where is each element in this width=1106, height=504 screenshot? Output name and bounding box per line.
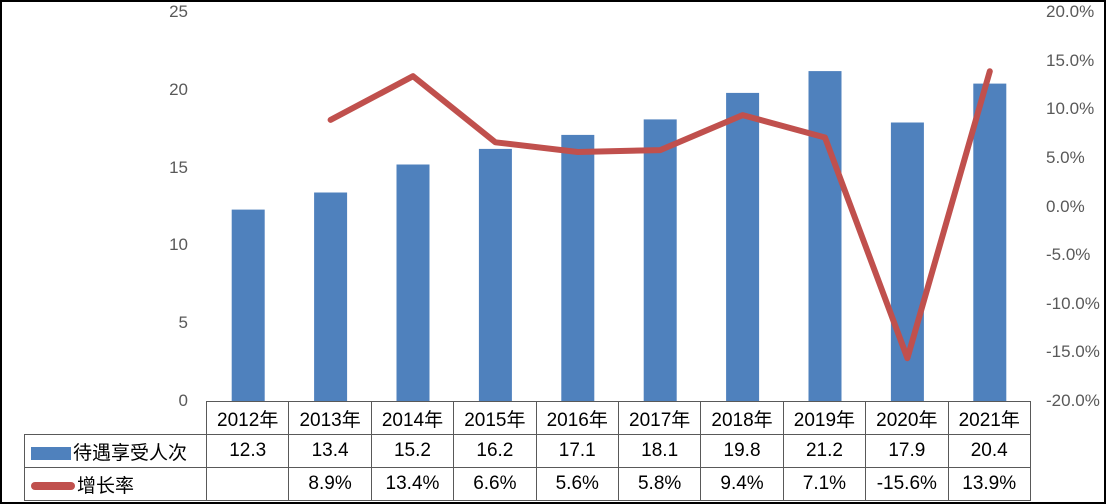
bar-2013年 bbox=[314, 192, 348, 402]
table-corner bbox=[25, 402, 207, 435]
growth-rate-line bbox=[327, 68, 993, 362]
table-value-cell: 15.2 bbox=[370, 434, 455, 468]
table-value-cell: 5.8% bbox=[617, 467, 702, 501]
table-value-cell: 17.9 bbox=[865, 434, 949, 468]
table-header-cell: 2017年 bbox=[617, 401, 702, 435]
table-value-cell: 8.9% bbox=[288, 467, 372, 501]
left-axis-tick: 0 bbox=[178, 391, 188, 410]
table-header-cell: 2013年 bbox=[288, 401, 372, 435]
table-header-cell: 2012年 bbox=[205, 401, 290, 435]
table-header-cell: 2015年 bbox=[453, 401, 537, 435]
table-header-cell: 2021年 bbox=[947, 401, 1031, 435]
table-value-cell: 19.8 bbox=[700, 434, 784, 468]
series-label: 增长率 bbox=[77, 475, 135, 497]
bar-2015年 bbox=[478, 148, 512, 402]
bar-2018年 bbox=[726, 92, 760, 403]
line-series-key-icon bbox=[31, 482, 75, 491]
table-value-cell: 13.4% bbox=[370, 467, 455, 501]
table-value-cell: 21.2 bbox=[782, 434, 867, 468]
bar-2016年 bbox=[561, 134, 595, 402]
table-value-cell: 7.1% bbox=[782, 467, 867, 501]
table-value-cell: 16.2 bbox=[453, 434, 537, 468]
table-value-cell: 20.4 bbox=[947, 434, 1031, 468]
table-header-cell: 2018年 bbox=[700, 401, 784, 435]
table-header-cell: 2016年 bbox=[535, 401, 619, 435]
table-value-cell: -15.6% bbox=[865, 467, 949, 501]
bar-2012年 bbox=[231, 209, 265, 402]
right-axis-tick: -15.0% bbox=[1046, 342, 1100, 361]
right-axis-tick: 15.0% bbox=[1046, 51, 1095, 70]
left-axis-tick: 10 bbox=[169, 235, 188, 254]
legend-cell-bar: 待遇享受人次 bbox=[24, 434, 207, 468]
left-axis-tick: 5 bbox=[178, 313, 188, 332]
bar-2017年 bbox=[643, 119, 677, 403]
table-value-cell bbox=[205, 467, 290, 501]
bar-series-key-icon bbox=[31, 446, 71, 460]
chart-data-table: 2012年 2013年 2014年 2015年 2016年 2017年 2018年 2019年… bbox=[24, 401, 1031, 501]
right-axis-tick: 10.0% bbox=[1046, 99, 1095, 118]
right-axis-tick: 5.0% bbox=[1046, 148, 1085, 167]
bar-2019年 bbox=[808, 71, 842, 402]
series-label: 待遇享受人次 bbox=[73, 442, 188, 464]
left-axis-tick: 25 bbox=[169, 2, 188, 21]
left-axis-tick: 15 bbox=[169, 158, 188, 177]
legend-cell-line: 增长率 bbox=[24, 467, 207, 501]
table-value-cell: 6.6% bbox=[453, 467, 537, 501]
right-axis-tick: 0.0% bbox=[1046, 197, 1085, 216]
table-header-cell: 2019年 bbox=[782, 401, 867, 435]
table-header-cell: 2020年 bbox=[865, 401, 949, 435]
bar-2021年 bbox=[973, 83, 1007, 402]
bar-2014年 bbox=[396, 164, 430, 402]
table-value-cell: 12.3 bbox=[205, 434, 290, 468]
right-axis-tick: -20.0% bbox=[1046, 391, 1100, 410]
right-axis-tick: -5.0% bbox=[1046, 245, 1091, 264]
right-axis-tick: 20.0% bbox=[1046, 2, 1095, 21]
right-axis-tick: -10.0% bbox=[1046, 294, 1100, 313]
table-value-cell: 9.4% bbox=[700, 467, 784, 501]
table-value-cell: 17.1 bbox=[535, 434, 619, 468]
table-header-cell: 2014年 bbox=[370, 401, 455, 435]
table-value-cell: 5.6% bbox=[535, 467, 619, 501]
table-value-cell: 13.9% bbox=[947, 467, 1031, 501]
table-value-cell: 13.4 bbox=[288, 434, 372, 468]
left-axis-tick: 20 bbox=[169, 80, 188, 99]
table-value-cell: 18.1 bbox=[617, 434, 702, 468]
